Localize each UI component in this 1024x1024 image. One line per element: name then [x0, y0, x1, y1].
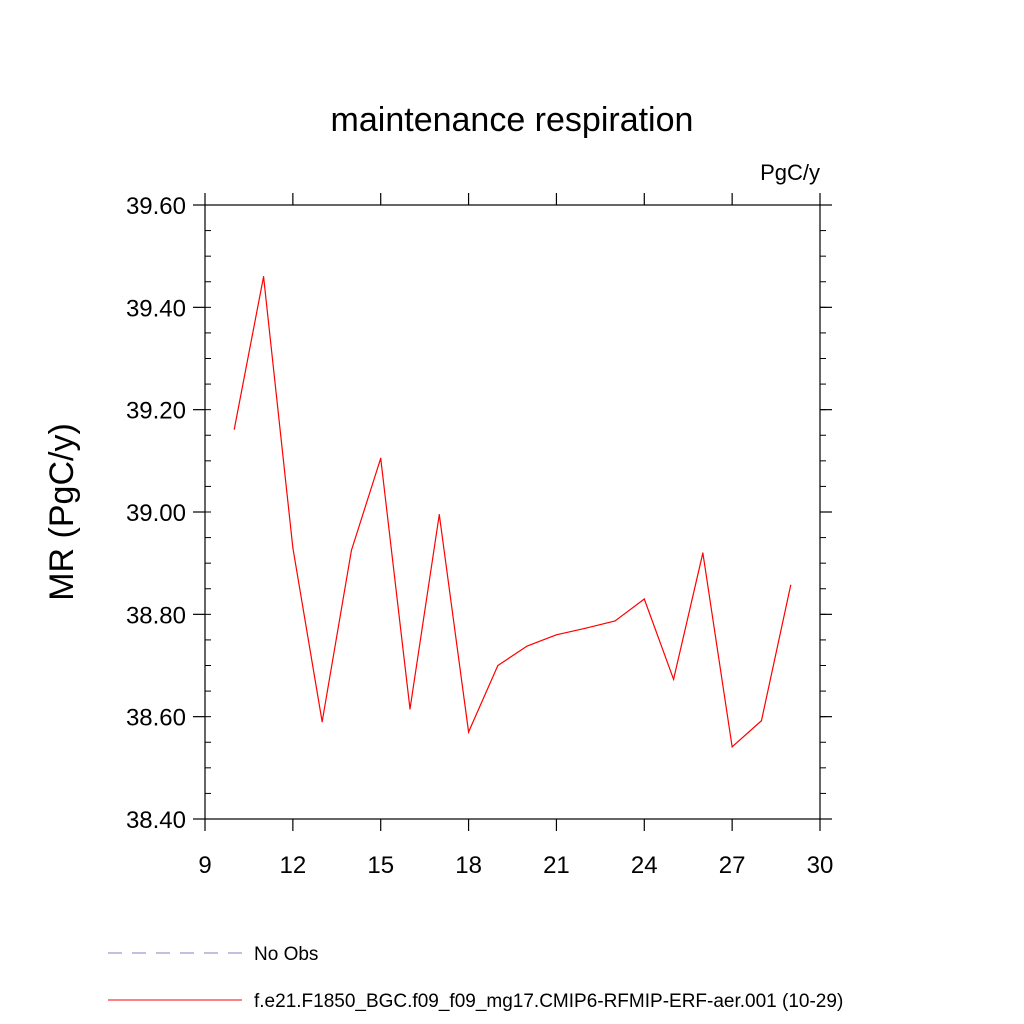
series-point — [614, 620, 616, 622]
minor-ticks — [205, 204, 826, 820]
series-point — [497, 664, 499, 667]
x-axis: 9 12 15 18 21 24 27 30 — [198, 193, 833, 879]
series-point — [350, 549, 353, 551]
x-tick-label: 30 — [807, 852, 834, 879]
y-tick-label: 39.00 — [126, 500, 186, 527]
series-point — [262, 276, 265, 278]
x-tick-label: 15 — [367, 852, 394, 879]
x-tick-label: 21 — [543, 852, 570, 879]
x-tick-label: 12 — [280, 852, 307, 879]
series-point — [672, 678, 675, 680]
chart-title: maintenance respiration — [331, 101, 694, 139]
series-point — [467, 731, 470, 733]
legend-label-no-obs: No Obs — [254, 944, 318, 965]
series-point — [292, 547, 294, 549]
series-point — [790, 584, 792, 586]
y-tick-label: 38.60 — [126, 705, 186, 732]
y-axis-label: MR (PgC/y) — [43, 423, 81, 601]
series-point — [585, 627, 587, 629]
series-layer — [233, 276, 792, 749]
series-point — [526, 645, 528, 647]
series-point — [555, 634, 558, 636]
series-point — [233, 428, 235, 430]
series-point — [760, 720, 763, 722]
y-tick-label: 39.20 — [126, 398, 186, 425]
plot-frame — [204, 204, 821, 820]
series-point — [731, 746, 733, 748]
x-tick-label: 9 — [198, 852, 211, 879]
y-tick-label: 38.40 — [126, 807, 186, 834]
series-line — [233, 276, 792, 749]
units-label: PgC/y — [760, 160, 820, 185]
legend-label-series: f.e21.F1850_BGC.f09_f09_mg17.CMIP6-RFMIP… — [254, 991, 843, 1012]
y-tick-label: 39.40 — [126, 295, 186, 322]
x-tick-label: 27 — [719, 852, 746, 879]
series-point — [409, 708, 411, 710]
series-point — [380, 457, 382, 459]
series-point — [438, 513, 440, 516]
series-point — [702, 552, 704, 554]
y-axis: 38.40 38.60 38.80 39.00 39.20 39.40 39.60 — [126, 193, 832, 834]
legend: No Obs f.e21.F1850_BGC.f09_f09_mg17.CMIP… — [108, 944, 843, 1012]
series-point — [643, 598, 645, 600]
x-tick-label: 18 — [455, 852, 482, 879]
y-tick-label: 39.60 — [126, 193, 186, 220]
x-tick-label: 24 — [631, 852, 658, 879]
series-point — [321, 721, 323, 723]
y-tick-label: 38.80 — [126, 602, 186, 629]
